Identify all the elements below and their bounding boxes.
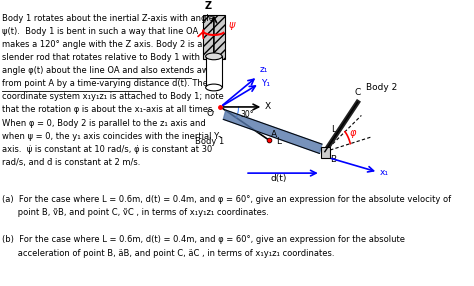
Bar <box>206 56 222 88</box>
Text: L: L <box>331 125 337 134</box>
Text: makes a 120° angle with the Z axis. Body 2 is a: makes a 120° angle with the Z axis. Body… <box>2 40 203 49</box>
Text: coordinate system x₁y₁z₁ is attached to Body 1; note: coordinate system x₁y₁z₁ is attached to … <box>2 92 224 101</box>
Text: acceleration of point B, äB, and point C, äC , in terms of x₁y₁z₁ coordinates.: acceleration of point B, äB, and point C… <box>2 249 335 257</box>
Text: A: A <box>271 130 277 139</box>
Text: C: C <box>355 88 361 98</box>
Text: L: L <box>276 136 282 146</box>
Text: from point A by a time-varying distance d(t). The: from point A by a time-varying distance … <box>2 79 209 88</box>
Text: O: O <box>207 109 214 118</box>
Text: Body 1: Body 1 <box>195 136 224 146</box>
Text: axis.  ψ̇ is constant at 10 rad/s, φ̇ is constant at 30: axis. ψ̇ is constant at 10 rad/s, φ̇ is … <box>2 145 213 154</box>
Text: Body 1 rotates about the inertial Z-axis with angle: Body 1 rotates about the inertial Z-axis… <box>2 13 214 23</box>
Text: (a)  For the case where L = 0.6m, d(t) = 0.4m, and φ = 60°, give an expression f: (a) For the case where L = 0.6m, d(t) = … <box>2 194 452 204</box>
Text: Body 2: Body 2 <box>366 83 397 92</box>
Text: rad/s, and ḋ is constant at 2 m/s.: rad/s, and ḋ is constant at 2 m/s. <box>2 158 141 167</box>
Text: when ψ = 0, the y₁ axis coincides with the inertial Y-: when ψ = 0, the y₁ axis coincides with t… <box>2 132 221 141</box>
Text: (b)  For the case where L = 0.6m, d(t) = 0.4m, and φ = 60°, give an expression f: (b) For the case where L = 0.6m, d(t) = … <box>2 235 405 245</box>
Text: B: B <box>330 155 337 164</box>
Text: Y₁: Y₁ <box>261 79 270 88</box>
Text: angle φ(t) about the line OA and also extends away: angle φ(t) about the line OA and also ex… <box>2 66 219 75</box>
Text: X: X <box>265 102 271 112</box>
Text: φ: φ <box>349 128 356 138</box>
Text: Z: Z <box>205 1 212 11</box>
Text: that the rotation φ is about the x₁-axis at all times.: that the rotation φ is about the x₁-axis… <box>2 106 216 114</box>
Ellipse shape <box>206 84 222 91</box>
Polygon shape <box>223 110 322 153</box>
Bar <box>203 15 225 59</box>
Text: d(t): d(t) <box>271 174 287 183</box>
Ellipse shape <box>206 53 222 60</box>
Text: z₁: z₁ <box>259 65 267 74</box>
Text: slender rod that rotates relative to Body 1 with: slender rod that rotates relative to Bod… <box>2 53 201 62</box>
Text: point B, ṽB, and point C, ṽC , in terms of x₁y₁z₁ coordinates.: point B, ṽB, and point C, ṽC , in terms … <box>2 208 269 217</box>
Text: When φ = 0, Body 2 is parallel to the z₁ axis and: When φ = 0, Body 2 is parallel to the z₁… <box>2 119 206 128</box>
Text: ψ: ψ <box>228 20 235 30</box>
Text: ψ(t).  Body 1 is bent in such a way that line OA: ψ(t). Body 1 is bent in such a way that … <box>2 27 199 36</box>
Bar <box>321 147 330 158</box>
Text: 30°: 30° <box>240 110 254 119</box>
Text: x₁: x₁ <box>380 168 389 177</box>
